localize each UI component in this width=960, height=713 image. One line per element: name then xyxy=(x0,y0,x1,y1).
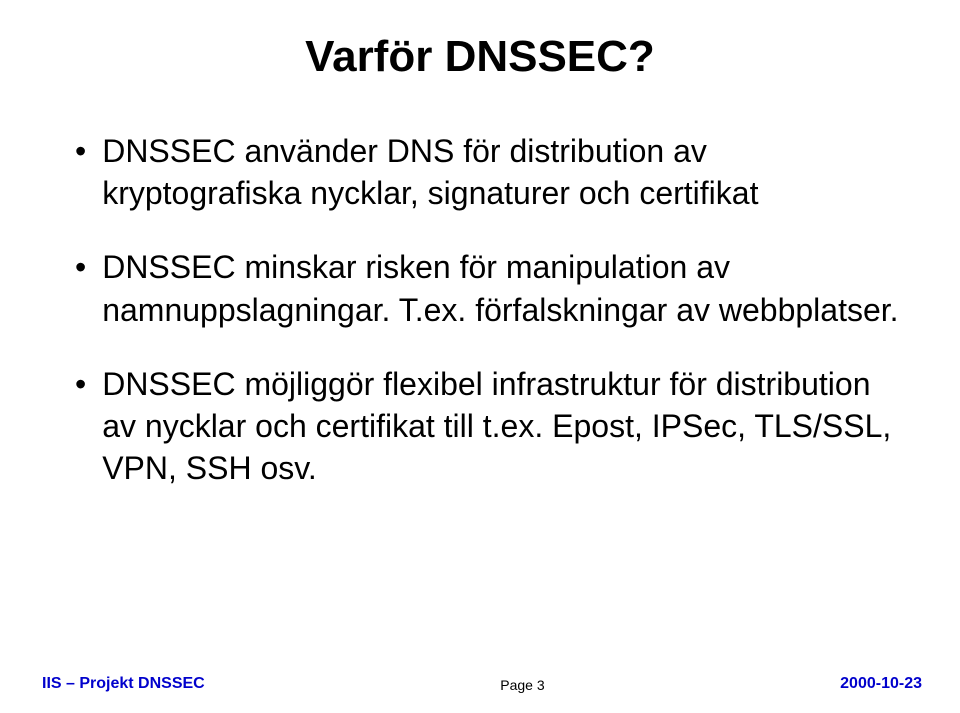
footer-left: IIS – Projekt DNSSEC xyxy=(42,675,205,693)
bullet-item: • DNSSEC möjliggör flexibel infrastruktu… xyxy=(75,363,905,490)
bullet-marker: • xyxy=(75,363,86,405)
slide-body: • DNSSEC använder DNS för distribution a… xyxy=(75,130,905,522)
bullet-item: • DNSSEC använder DNS för distribution a… xyxy=(75,130,905,214)
bullet-text: DNSSEC använder DNS för distribution av … xyxy=(102,130,905,214)
bullet-text: DNSSEC möjliggör flexibel infrastruktur … xyxy=(102,363,905,490)
bullet-marker: • xyxy=(75,246,86,288)
footer: IIS – Projekt DNSSEC Page 3 2000-10-23 xyxy=(42,675,922,693)
footer-page: Page 3 xyxy=(205,677,840,693)
bullet-item: • DNSSEC minskar risken för manipulation… xyxy=(75,246,905,330)
slide: Varför DNSSEC? • DNSSEC använder DNS för… xyxy=(0,0,960,713)
bullet-text: DNSSEC minskar risken för manipulation a… xyxy=(102,246,905,330)
slide-title: Varför DNSSEC? xyxy=(0,32,960,82)
footer-date: 2000-10-23 xyxy=(840,675,922,693)
bullet-marker: • xyxy=(75,130,86,172)
